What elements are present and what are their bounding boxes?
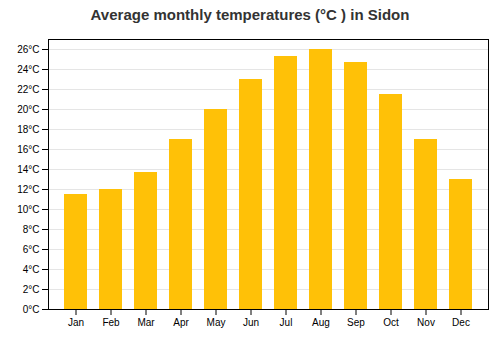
svg-text:Apr: Apr <box>173 317 189 328</box>
svg-text:Oct: Oct <box>383 317 399 328</box>
svg-text:4°C: 4°C <box>23 264 40 275</box>
svg-text:Dec: Dec <box>452 317 470 328</box>
svg-text:Mar: Mar <box>137 317 155 328</box>
svg-text:12°C: 12°C <box>17 184 39 195</box>
svg-text:24°C: 24°C <box>17 64 39 75</box>
svg-text:Jun: Jun <box>243 317 259 328</box>
svg-text:18°C: 18°C <box>17 124 39 135</box>
svg-text:Jul: Jul <box>280 317 293 328</box>
svg-text:Aug: Aug <box>312 317 330 328</box>
svg-text:6°C: 6°C <box>23 244 40 255</box>
svg-text:Feb: Feb <box>102 317 120 328</box>
svg-text:26°C: 26°C <box>17 44 39 55</box>
svg-text:2°C: 2°C <box>23 284 40 295</box>
svg-text:Jan: Jan <box>68 317 84 328</box>
html-text:Average monthly temperatures (: Average monthly temperatures (°C ) in Si… <box>90 6 410 23</box>
svg-text:22°C: 22°C <box>17 84 39 95</box>
svg-text:Sep: Sep <box>347 317 365 328</box>
svg-text:20°C: 20°C <box>17 104 39 115</box>
svg-text:10°C: 10°C <box>17 204 39 215</box>
svg-text:Nov: Nov <box>417 317 435 328</box>
svg-text:8°C: 8°C <box>23 224 40 235</box>
svg-text:16°C: 16°C <box>17 144 39 155</box>
svg-text:0°C: 0°C <box>23 304 40 315</box>
svg-text:14°C: 14°C <box>17 164 39 175</box>
svg-text:May: May <box>207 317 226 328</box>
